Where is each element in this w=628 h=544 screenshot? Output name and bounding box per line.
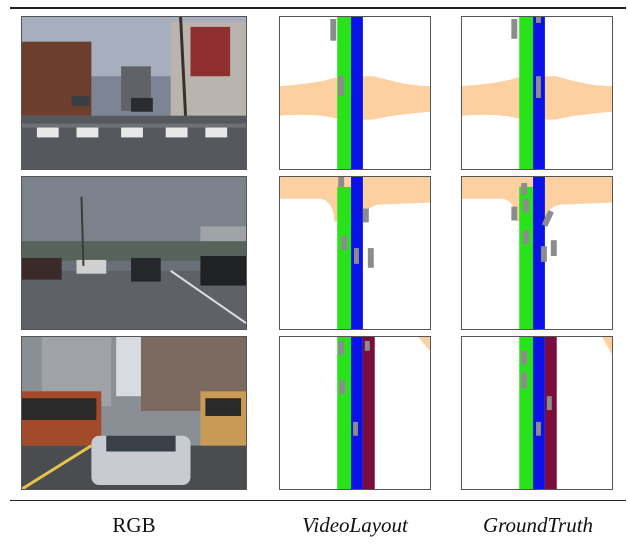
column-label-groundtruth: GroundTruth <box>482 513 594 537</box>
videolayout-map-row-3 <box>279 336 431 490</box>
rgb-image-row-1 <box>21 16 247 170</box>
groundtruth-map-row-3 <box>461 336 613 490</box>
top-rule <box>10 7 626 9</box>
rgb-image-row-3 <box>21 336 247 490</box>
rgb-image-row-2 <box>21 176 247 330</box>
column-label-rgb: RGB <box>112 513 156 537</box>
groundtruth-map-row-1 <box>461 16 613 170</box>
videolayout-map-row-1 <box>279 16 431 170</box>
videolayout-map-row-2 <box>279 176 431 330</box>
column-label-videolayout: VideoLayout <box>302 513 408 537</box>
bottom-rule <box>10 500 626 501</box>
groundtruth-map-row-2 <box>461 176 613 330</box>
